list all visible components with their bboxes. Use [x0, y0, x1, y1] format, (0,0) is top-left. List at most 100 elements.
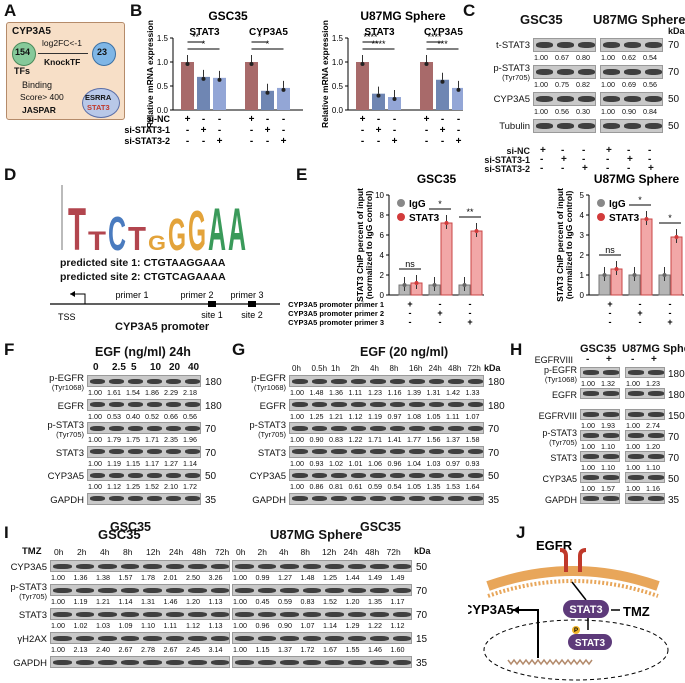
- protein-band: [467, 378, 483, 384]
- densitometry-value: 1.57: [118, 573, 133, 582]
- kda-marker: 70: [488, 424, 500, 435]
- protein-band: [467, 402, 483, 407]
- data-point: [462, 283, 467, 287]
- protein-band: [603, 42, 620, 48]
- densitometry-value: 1.14: [183, 458, 197, 468]
- y-tick-label: 3: [580, 231, 585, 240]
- lane-label: 0h: [292, 364, 301, 373]
- protein-band: [578, 69, 595, 75]
- densitometry-value: 0.45: [255, 597, 270, 606]
- densitometry-value: 1.37: [446, 435, 460, 444]
- protein-band: [583, 475, 599, 480]
- densitometry-value: 1.14: [118, 597, 133, 606]
- condition-mark: -: [218, 114, 221, 125]
- condition-label: si-STAT3-2: [124, 136, 170, 146]
- y-tick-label: 10: [375, 191, 384, 200]
- blot-strip: [600, 38, 663, 52]
- blot-row-label: GAPDH: [50, 494, 84, 506]
- protein-band: [645, 42, 662, 48]
- protein-band: [311, 472, 327, 478]
- densitometry-value: 0.90: [278, 621, 292, 630]
- blot-strip: [289, 398, 484, 411]
- densitometry-value: 1.42: [446, 388, 460, 397]
- kda-marker: 70: [416, 586, 428, 597]
- protein-band: [628, 454, 644, 459]
- protein-band: [389, 449, 405, 454]
- kda-marker: 70: [668, 40, 680, 51]
- protein-band: [331, 425, 347, 431]
- densitometry-value: 1.23: [368, 388, 382, 397]
- densitometry-value: 1.55: [345, 645, 360, 654]
- blot-strip: [289, 492, 484, 505]
- densitometry-value: 0.90: [309, 435, 324, 444]
- blot-strip: [289, 469, 484, 481]
- protein-band: [235, 611, 254, 617]
- primer-mark: +: [667, 317, 672, 327]
- protein-band: [648, 391, 664, 396]
- densitometry-value: 0.69: [622, 80, 636, 89]
- tmz-label: TMZ: [623, 604, 650, 619]
- primer-mark: +: [607, 299, 612, 309]
- condition-mark: +: [185, 114, 191, 125]
- protein-band: [302, 611, 321, 617]
- protein-band: [389, 496, 405, 501]
- condition-mark: -: [540, 154, 544, 165]
- blot-row-label: EGFRVIII: [538, 411, 577, 421]
- kda-marker: 15: [416, 634, 428, 645]
- densitometry-value: 1.07: [300, 621, 315, 630]
- densitometry-value: 0.56: [643, 80, 657, 89]
- protein-band: [109, 378, 124, 384]
- data-point: [602, 273, 607, 277]
- protein-band: [311, 378, 327, 384]
- kda-marker: 50: [416, 562, 428, 573]
- densitometry-value: 1.03: [426, 458, 441, 468]
- y-tick-label: 0.0: [332, 106, 344, 115]
- bar: [356, 62, 369, 110]
- protein-band: [392, 659, 411, 665]
- y-tick-label: 4: [580, 211, 585, 220]
- blot-strip: [580, 430, 620, 441]
- condition-mark: -: [266, 114, 269, 125]
- densitometry-value: 1.00: [290, 458, 304, 468]
- blot-row-label: GAPDH: [252, 494, 286, 506]
- condition-mark: +: [627, 154, 633, 165]
- protein-band: [120, 635, 139, 641]
- protein-band: [603, 433, 619, 438]
- blot-strip: [625, 472, 665, 483]
- protein-band: [370, 425, 386, 431]
- transcription-arrow: [513, 609, 539, 658]
- protein-band: [143, 635, 162, 641]
- lane-label: 72h: [467, 364, 481, 373]
- protein-band: [428, 449, 444, 454]
- protein-band: [648, 412, 664, 417]
- blot-row-sublabel: (Tyr705): [19, 592, 47, 601]
- protein-band: [292, 472, 308, 478]
- blot-row-label: p-STAT3: [542, 428, 577, 438]
- protein-band: [409, 425, 425, 431]
- protein-band: [75, 563, 94, 569]
- data-point: [440, 79, 445, 84]
- densitometry-value: 2.74: [646, 421, 660, 430]
- densitometry-value: 1.00: [233, 621, 247, 630]
- densitometry-value: 1.78: [141, 573, 155, 582]
- blot-strip: [232, 584, 412, 596]
- protein-band: [166, 402, 181, 407]
- protein-band: [350, 402, 366, 407]
- binding-site: [248, 301, 256, 307]
- primer-row-label: CYP3A5 promoter primer 3: [288, 318, 384, 327]
- protein-band: [645, 96, 662, 102]
- protein-band: [147, 402, 162, 407]
- kda-marker: 50: [668, 474, 680, 485]
- densitometry-value: 0.66: [164, 411, 178, 421]
- lane-label: 0: [93, 362, 99, 373]
- condition-mark: -: [393, 114, 396, 125]
- densitometry-value: 1.00: [88, 482, 102, 491]
- densitometry-value: 1.00: [581, 421, 595, 430]
- data-point: [185, 62, 190, 66]
- condition-mark: +: [201, 125, 207, 136]
- densitometry-value: 0.82: [576, 80, 590, 89]
- bar: [245, 62, 258, 110]
- densitometry-value: 1.00: [88, 458, 102, 468]
- densitometry-value: 1.31: [426, 388, 441, 397]
